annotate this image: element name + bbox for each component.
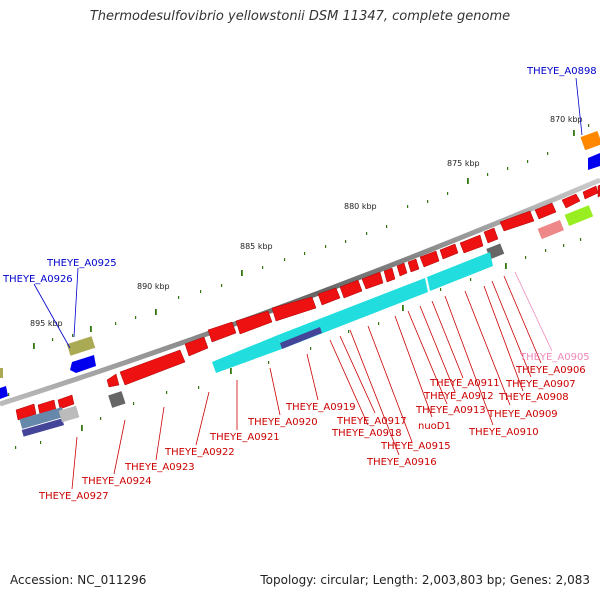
genome-backbone (0, 177, 600, 407)
leader-lines (33, 77, 583, 490)
gene-arrow (57, 394, 75, 410)
gene-arrow (271, 296, 317, 322)
accession-text: Accession: NC_011296 (10, 573, 147, 587)
gene-arrow (407, 258, 420, 273)
gene-label: THEYE_A0919 (285, 402, 356, 413)
gene-label: THEYE_A0926 (2, 274, 73, 285)
gene-arrow (561, 193, 581, 209)
gene-arrow (119, 349, 186, 386)
forward-genes (15, 184, 600, 421)
gene-arrow (15, 403, 37, 421)
gene-arrow (419, 250, 440, 268)
gene-label: THEYE_A0915 (380, 441, 451, 452)
scale-label-895: 895 kbp (30, 319, 63, 328)
gene-label: THEYE_A0927 (38, 491, 109, 502)
gene-label: THEYE_A0921 (209, 432, 280, 443)
gene-arrow (499, 210, 535, 232)
gene-arrow (396, 262, 408, 277)
gene-label: THEYE_A0923 (124, 462, 195, 473)
gene-arrow (483, 227, 499, 244)
gene-arrow (207, 321, 237, 343)
gene-label: THEYE_A0909 (487, 409, 558, 420)
gene-label: THEYE_A0913 (415, 405, 486, 416)
gene-label: nuoD1 (418, 421, 451, 432)
gene-arrow (534, 202, 557, 220)
gene-label: THEYE_A0922 (164, 447, 235, 458)
gene-label: THEYE_A0898 (526, 66, 597, 77)
gene-label: THEYE_A0924 (81, 476, 152, 487)
gene-arrow (439, 243, 459, 260)
gene-arrow (317, 287, 341, 306)
gene-arrow (106, 373, 120, 388)
gene-label: THEYE_A0908 (498, 392, 569, 403)
gene-labels: THEYE_A0898 THEYE_A0925 THEYE_A0926 THEY… (2, 66, 597, 502)
gene-arrow (361, 271, 384, 290)
gene-arrow (582, 185, 599, 200)
gene-label: THEYE_A0916 (366, 457, 437, 468)
rna-features (212, 252, 493, 373)
gene-label: THEYE_A0906 (515, 365, 586, 376)
scale-label-890: 890 kbp (137, 282, 170, 291)
scale-label-880: 880 kbp (344, 202, 377, 211)
scale-label-870: 870 kbp (550, 115, 583, 124)
gene-arrow (383, 267, 396, 283)
gene-label: THEYE_A0920 (247, 417, 318, 428)
gene-label: THEYE_A0905 (519, 352, 590, 363)
gene-label: THEYE_A0925 (46, 258, 117, 269)
gene-label: THEYE_A0911 (429, 378, 500, 389)
misc-features (0, 130, 600, 437)
gene-label: THEYE_A0912 (423, 391, 494, 402)
topology-text: Topology: circular; Length: 2,003,803 bp… (260, 573, 590, 587)
scale-labels: 870 kbp 875 kbp 880 kbp 885 kbp 890 kbp … (30, 115, 583, 328)
gene-arrow (184, 336, 209, 357)
gene-label: THEYE_A0918 (331, 428, 402, 439)
gene-label: THEYE_A0917 (336, 416, 407, 427)
gene-arrow (339, 279, 363, 299)
scale-label-875: 875 kbp (447, 159, 480, 168)
gene-arrow (235, 310, 273, 335)
gene-arrow (459, 234, 484, 254)
scale-label-885: 885 kbp (240, 242, 273, 251)
page-title: Thermodesulfovibrio yellowstonii DSM 113… (89, 9, 511, 24)
scale-ticks (8, 124, 590, 449)
gene-label: THEYE_A0907 (505, 379, 576, 390)
gene-label: THEYE_A0910 (468, 427, 539, 438)
